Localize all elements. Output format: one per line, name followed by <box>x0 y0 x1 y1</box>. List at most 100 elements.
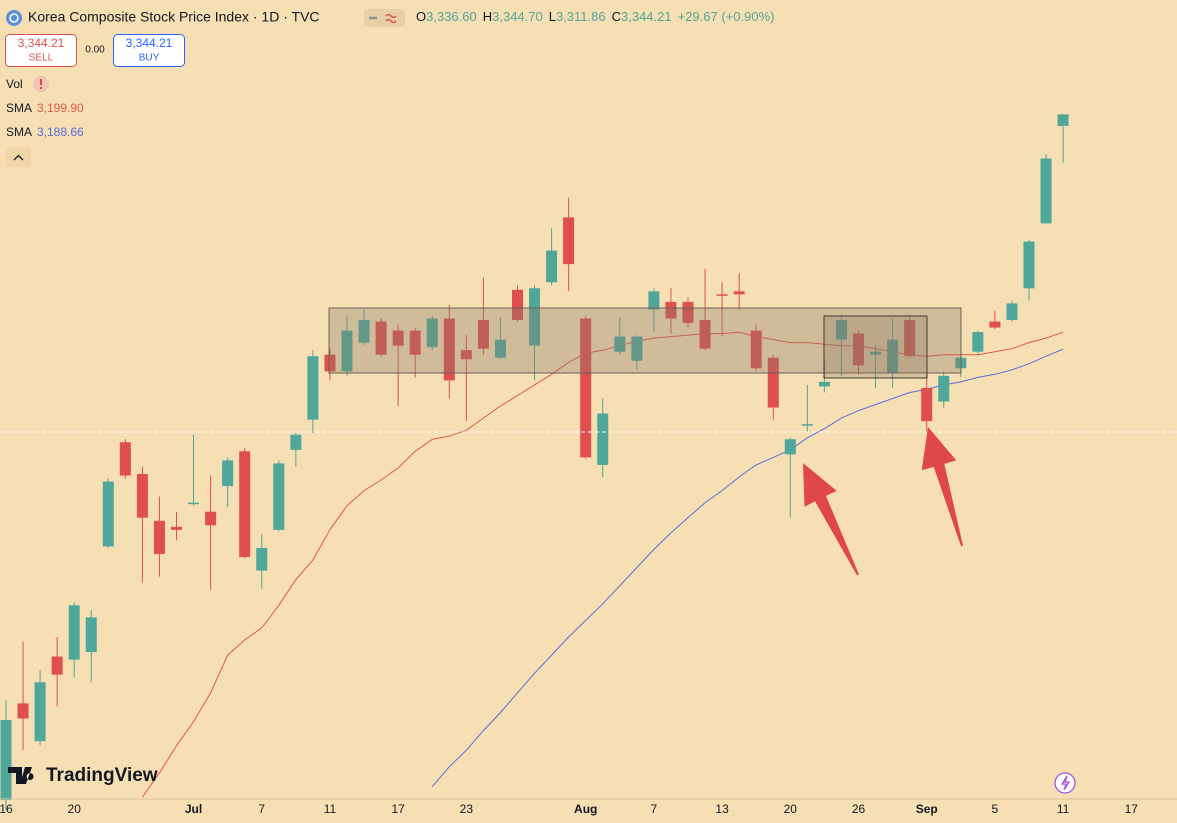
candle-body <box>153 520 165 554</box>
candle-body <box>239 451 251 557</box>
candle-body <box>0 720 12 800</box>
buy-label: BUY <box>139 53 160 64</box>
warning-icon-mark <box>40 79 42 85</box>
range-box[interactable] <box>328 307 962 374</box>
symbol-icon[interactable] <box>6 10 22 26</box>
candle-body <box>597 413 609 465</box>
candle-body <box>290 434 302 450</box>
x-tick-label: 17 <box>1125 802 1139 816</box>
x-tick-label: 20 <box>68 802 82 816</box>
candle-body <box>375 321 387 355</box>
buy-button[interactable] <box>113 34 185 67</box>
ohlc-value: 3,336.60 <box>426 9 477 24</box>
candle-body <box>733 291 745 295</box>
candle-body <box>392 330 404 346</box>
candle-body <box>119 442 131 476</box>
candle-body <box>17 703 29 719</box>
candle-body <box>818 381 830 387</box>
x-tick-label: 26 <box>852 802 866 816</box>
x-tick-label: 17 <box>391 802 405 816</box>
x-tick-label: 13 <box>715 802 729 816</box>
warning-icon-dot <box>40 87 42 89</box>
candle-body <box>546 250 558 283</box>
ohlc-label: O <box>416 9 426 24</box>
sell-button[interactable] <box>5 34 77 67</box>
candle-body <box>136 473 148 518</box>
x-tick-label: 23 <box>460 802 474 816</box>
candle-body <box>409 330 421 355</box>
candle-body <box>273 463 285 530</box>
collapse-icon <box>13 154 24 161</box>
replay-button[interactable] <box>1054 772 1076 794</box>
candle-body <box>324 354 336 372</box>
range-box-small[interactable] <box>823 315 928 379</box>
candle-body <box>904 320 916 357</box>
candle-body <box>1057 114 1069 126</box>
candle-body <box>443 318 455 381</box>
collapse-button[interactable] <box>6 147 31 167</box>
sell-price: 3,344.21 <box>18 36 65 50</box>
x-tick-label: 7 <box>258 802 265 816</box>
ohlc-value: 3,344.21 <box>621 9 672 24</box>
candle-body <box>716 294 728 296</box>
candle-body <box>1006 303 1018 320</box>
indicator-value: 3,188.66 <box>37 125 84 139</box>
symbol-title[interactable]: Korea Composite Stock Price Index · 1D ·… <box>28 9 320 25</box>
sma-line <box>431 348 1064 787</box>
candle-body <box>699 320 711 349</box>
candle-body <box>835 320 847 340</box>
buy-price: 3,344.21 <box>126 36 173 50</box>
ohlc-legend: O3,336.60 H3,344.70 L3,311.86 C3,344.21 +29.… <box>416 9 774 24</box>
candle-body <box>750 330 762 369</box>
candle-body <box>68 605 80 660</box>
candle-body <box>870 351 882 355</box>
candle-body <box>853 333 864 366</box>
toggle-icon <box>385 13 397 24</box>
candle-body <box>512 289 523 320</box>
candle-body <box>614 336 626 352</box>
candle-body <box>938 375 950 402</box>
ohlc-value: 3,344.70 <box>492 9 543 24</box>
candle-body <box>256 547 268 571</box>
indicator-name[interactable]: Vol <box>6 77 23 91</box>
candle-body <box>767 357 779 408</box>
candle-body <box>989 321 1001 328</box>
candle-body <box>529 288 541 346</box>
x-tick-label: 5 <box>992 802 999 816</box>
sell-label: SELL <box>29 53 54 64</box>
candle-body <box>188 502 200 505</box>
candle-body <box>85 617 97 653</box>
ohlc-label: C <box>612 9 621 24</box>
candle-body <box>1023 241 1035 289</box>
indicator-value: 3,199.90 <box>37 101 84 115</box>
candle-body <box>801 424 813 426</box>
x-tick-label: Aug <box>574 802 597 816</box>
plot-area <box>0 113 1069 811</box>
logo-mark <box>8 767 34 784</box>
candle-body <box>51 656 63 675</box>
arrow[interactable] <box>921 427 963 547</box>
candle-body <box>784 439 796 455</box>
x-tick-label: 20 <box>784 802 798 816</box>
candle-body <box>205 511 217 526</box>
x-tick-label: Sep <box>916 802 938 816</box>
ohlc-value: 3,311.86 <box>556 9 606 24</box>
candle-body <box>477 320 489 349</box>
spread: 0.00 <box>85 45 105 56</box>
candle-body <box>563 217 575 265</box>
arrow[interactable] <box>803 463 859 576</box>
lightning-icon <box>1060 775 1071 791</box>
candle-body <box>222 460 234 487</box>
indicator-name[interactable]: SMA <box>6 125 32 139</box>
candle-body <box>460 350 472 360</box>
candle-body <box>972 332 984 352</box>
x-tick-label: 11 <box>1057 802 1070 816</box>
candle-body <box>494 339 506 358</box>
x-tick-label: 7 <box>651 802 658 816</box>
candle-body <box>665 301 677 319</box>
indicator-name[interactable]: SMA <box>6 101 32 115</box>
candle-body <box>307 356 319 420</box>
logo-text[interactable]: TradingView <box>46 765 158 786</box>
